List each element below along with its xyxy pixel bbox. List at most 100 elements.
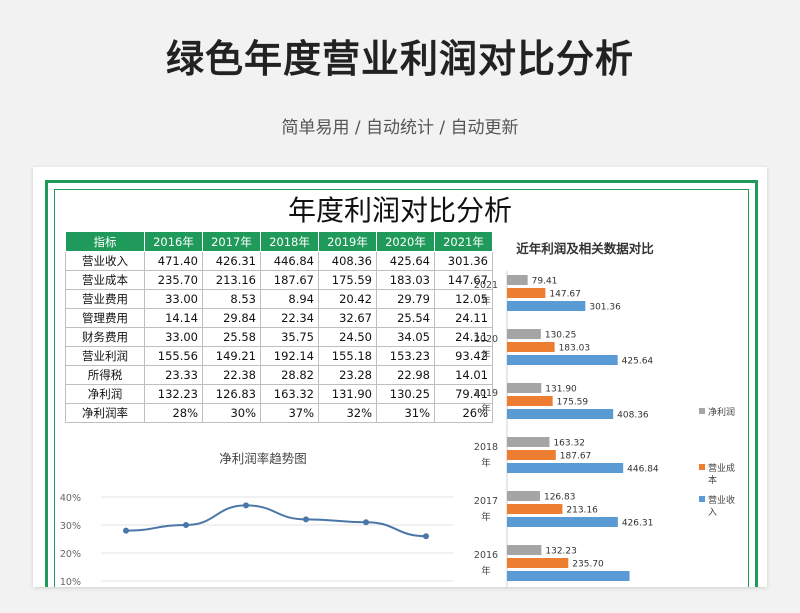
table-row: 所得税 23.33 22.38 28.82 23.28 22.98 14.01 <box>65 365 493 385</box>
table-cell: 131.90 <box>318 384 377 404</box>
header-cell: 2020年 <box>376 231 435 252</box>
table-row: 财务费用 33.00 25.58 35.75 24.50 34.05 24.11 <box>65 327 493 347</box>
data-point <box>243 502 249 509</box>
bar-value-label: 130.25 <box>545 331 577 341</box>
table-cell: 32% <box>318 403 377 423</box>
bar-value-label: 408.36 <box>617 411 649 421</box>
table-cell: 22.98 <box>376 365 435 385</box>
bar-value-label: 147.67 <box>549 290 581 300</box>
bar-value-label: 446.84 <box>627 465 659 475</box>
category-year-label: 2020 <box>474 334 498 345</box>
table-cell: 25.58 <box>202 327 261 347</box>
table-cell: 425.64 <box>376 251 435 271</box>
bar <box>507 355 618 365</box>
profit-comparison-bar-chart: 近年利润及相关数据对比 2021 年 79.41 147.67 301.36 2020 年 13… <box>474 241 735 587</box>
bar-chart-title: 近年利润及相关数据对比 <box>516 241 654 256</box>
table-cell: 26% <box>434 403 493 423</box>
profit-table: 指标 2016年 2017年 2018年 2019年 2020年 2021年 营… <box>65 231 493 423</box>
category-year-suffix: 年 <box>481 511 491 523</box>
table-cell: 163.32 <box>260 384 319 404</box>
bar <box>507 342 555 352</box>
header-cell: 2018年 <box>260 231 319 252</box>
table-cell: 8.94 <box>260 289 319 309</box>
bar <box>507 383 542 393</box>
table-cell: 22.34 <box>260 308 319 328</box>
table-cell: 23.33 <box>144 365 203 385</box>
y-tick-label: 40% <box>60 493 81 504</box>
table-cell: 8.53 <box>202 289 261 309</box>
data-point <box>183 522 189 528</box>
table-cell: 30% <box>202 403 261 423</box>
bar-value-label: 175.59 <box>557 398 589 408</box>
table-cell: 126.83 <box>202 384 261 404</box>
row-label: 所得税 <box>65 365 145 385</box>
row-label: 营业利润 <box>65 346 145 366</box>
table-cell: 33.00 <box>144 289 203 309</box>
table-cell: 29.79 <box>376 289 435 309</box>
category-year-suffix: 年 <box>481 457 491 469</box>
bar-value-label: 131.90 <box>545 385 577 395</box>
legend-swatch <box>699 408 705 414</box>
legend-label-cont: 入 <box>708 507 717 518</box>
bar <box>507 463 624 473</box>
bar <box>507 517 618 527</box>
table-row: 营业费用 33.00 8.53 8.94 20.42 29.79 12.05 <box>65 289 493 309</box>
bar-value-label: 79.41 <box>532 277 558 287</box>
legend-label: 营业成 <box>708 462 735 474</box>
legend-label-cont: 本 <box>708 474 717 486</box>
table-cell: 183.03 <box>376 270 435 290</box>
table-cell: 149.21 <box>202 346 261 366</box>
row-label: 净利润率 <box>65 403 145 423</box>
table-cell: 35.75 <box>260 327 319 347</box>
bar <box>507 275 528 285</box>
bar <box>507 437 550 447</box>
header-cell: 指标 <box>65 231 145 252</box>
table-cell: 12.05 <box>434 289 493 309</box>
table-cell: 130.25 <box>376 384 435 404</box>
table-cell: 29.84 <box>202 308 261 328</box>
bar <box>507 301 586 311</box>
bar <box>507 450 556 460</box>
header-cell: 2016年 <box>144 231 203 252</box>
category-year-suffix: 年 <box>481 349 491 361</box>
table-cell: 408.36 <box>318 251 377 271</box>
table-cell: 20.42 <box>318 289 377 309</box>
header-cell: 2019年 <box>318 231 377 252</box>
table-cell: 132.23 <box>144 384 203 404</box>
table-cell: 426.31 <box>202 251 261 271</box>
y-tick-label: 10% <box>60 577 81 587</box>
legend-label: 营业收 <box>708 494 735 506</box>
data-point <box>123 527 129 534</box>
bar <box>507 571 630 581</box>
table-cell: 235.70 <box>144 270 203 290</box>
data-point <box>363 519 369 526</box>
net-margin-line-chart: 净利润率趋势图 40% 30% 20% 10% <box>60 451 453 587</box>
category-year-suffix: 年 <box>481 295 491 307</box>
bar-value-label: 126.83 <box>544 493 576 503</box>
bar-value-label: 163.32 <box>553 439 585 449</box>
table-row: 营业成本 235.70 213.16 187.67 175.59 183.03 147.67 <box>65 270 493 290</box>
table-cell: 24.50 <box>318 327 377 347</box>
table-cell: 155.18 <box>318 346 377 366</box>
page-title: 绿色年度营业利润对比分析 <box>165 37 634 81</box>
category-year-label: 2021 <box>474 280 498 291</box>
table-cell: 301.36 <box>434 251 493 271</box>
table-cell: 471.40 <box>144 251 203 271</box>
table-cell: 192.14 <box>260 346 319 366</box>
table-cell: 79.41 <box>434 384 493 404</box>
bar-value-label: 132.23 <box>545 547 577 557</box>
table-cell: 187.67 <box>260 270 319 290</box>
y-tick-label: 20% <box>60 549 81 560</box>
table-cell: 155.56 <box>144 346 203 366</box>
category-year-label: 2018 <box>474 442 498 453</box>
table-cell: 37% <box>260 403 319 423</box>
net-margin-line <box>125 504 427 538</box>
row-label: 净利润 <box>65 384 145 404</box>
bar <box>507 558 569 568</box>
table-body: 营业收入 471.40 426.31 446.84 408.36 425.64 301.36… <box>65 251 493 423</box>
table-cell: 25.54 <box>376 308 435 328</box>
table-row: 营业收入 471.40 426.31 446.84 408.36 425.64 301.36 <box>65 251 493 271</box>
category-year-suffix: 年 <box>481 403 491 415</box>
table-cell: 153.23 <box>376 346 435 366</box>
table-header-row: 指标 2016年 2017年 2018年 2019年 2020年 2021年 <box>65 231 493 252</box>
